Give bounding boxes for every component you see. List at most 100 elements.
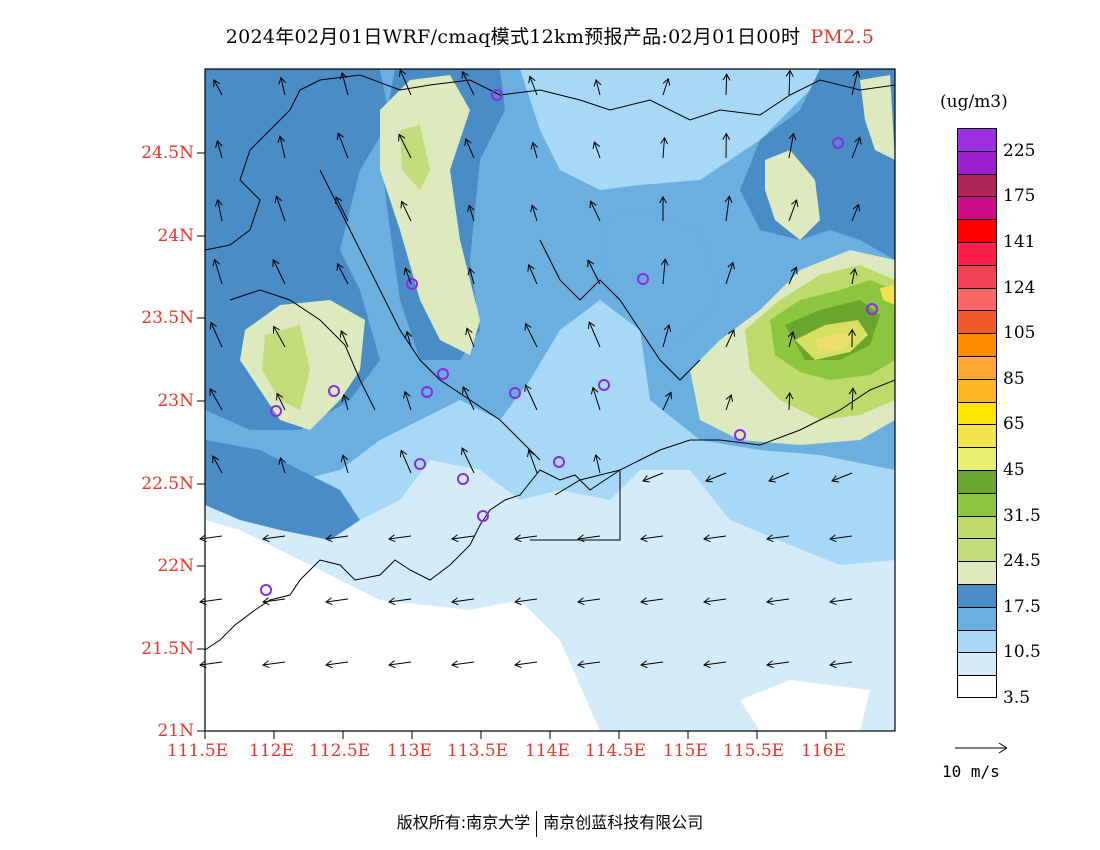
copyright-left: 版权所有:南京大学 — [396, 813, 531, 832]
wind-arrow — [587, 321, 601, 348]
colorbar-label: 225 — [1003, 140, 1036, 161]
lon-label: 115.5E — [723, 741, 785, 761]
colorbar-swatch — [957, 150, 997, 174]
field-45-edge — [880, 285, 895, 305]
wind-arrow — [213, 79, 223, 96]
station-marker — [637, 273, 649, 285]
vector-reference-label: 10 m/s — [942, 762, 1000, 781]
station-marker — [414, 458, 426, 470]
copyright-right: 南京创蓝科技有限公司 — [543, 813, 704, 832]
colorbar-swatch — [957, 492, 997, 516]
wind-arrow — [785, 391, 794, 411]
wind-arrow — [662, 391, 673, 411]
lon-label: 113.5E — [447, 741, 509, 761]
wind-arrow — [465, 327, 475, 348]
wind-arrow — [788, 132, 797, 159]
wind-arrow — [577, 534, 601, 543]
wind-arrow — [388, 597, 412, 606]
wind-arrow — [788, 266, 798, 285]
station-markers — [260, 89, 878, 596]
wind-arrow — [403, 390, 412, 411]
colorbar-swatch — [957, 310, 997, 334]
wind-arrow — [462, 386, 475, 411]
wind-arrow — [640, 534, 664, 543]
wind-arrow — [851, 69, 861, 96]
station-marker — [328, 385, 340, 397]
wind-arrow — [274, 195, 286, 222]
wind-arrow — [530, 141, 539, 159]
colorbar-label: 124 — [1003, 277, 1036, 298]
colorbar-swatch — [957, 561, 997, 584]
wind-arrow — [467, 267, 476, 285]
station-marker — [406, 278, 418, 290]
wind-arrow — [325, 534, 349, 543]
colorbar-swatch — [957, 219, 997, 242]
wind-arrow — [335, 196, 349, 222]
colorbar-swatch — [957, 378, 997, 402]
wind-arrow — [593, 78, 602, 96]
wind-arrow — [199, 597, 223, 606]
wind-arrow — [524, 384, 538, 411]
colorbar-swatch — [957, 652, 997, 676]
wind-arrow — [325, 597, 349, 606]
wind-arrow — [766, 597, 790, 606]
wind-arrow — [451, 534, 475, 543]
wind-arrow — [199, 660, 223, 669]
wind-arrow — [388, 660, 412, 669]
axis-ticks — [197, 152, 827, 739]
wind-arrow — [262, 660, 286, 669]
wind-arrow — [527, 263, 538, 285]
wind-arrow — [403, 267, 412, 285]
wind-arrow — [785, 69, 794, 96]
wind-arrow — [705, 472, 727, 483]
colorbar-swatch — [957, 196, 997, 220]
wind-arrow — [339, 71, 349, 96]
wind-arrow — [766, 660, 790, 669]
wind-arrow — [703, 597, 727, 606]
station-marker — [866, 303, 878, 315]
colorbar-swatch — [957, 515, 997, 539]
colorbar-label: 10.5 — [1003, 642, 1041, 663]
wind-arrow — [336, 132, 349, 159]
colorbar-label: 105 — [1003, 323, 1036, 344]
river-boundary — [319, 169, 541, 461]
wind-arrow — [829, 660, 853, 669]
wind-arrow — [640, 597, 664, 606]
lon-label: 111.5E — [167, 741, 229, 761]
wind-arrow — [514, 660, 538, 669]
station-marker — [457, 473, 469, 485]
wind-arrow — [662, 324, 672, 348]
wind-arrow — [725, 261, 735, 285]
colorbar-swatch — [957, 538, 997, 562]
colorbar-swatch — [957, 469, 997, 493]
station-marker — [598, 379, 610, 391]
wind-arrow — [829, 597, 853, 606]
station-marker — [553, 456, 565, 468]
title-main: 2024年02月01日WRF/cmaq模式12km预报产品:02月01日00时 — [225, 26, 801, 48]
wind-arrow — [461, 447, 475, 474]
copyright-footer: 版权所有:南京大学 南京创蓝科技有限公司 — [0, 809, 1100, 837]
wind-arrow — [451, 597, 475, 606]
colorbar-swatch — [957, 675, 997, 698]
map-title: 2024年02月01日WRF/cmaq模式12km预报产品:02月01日00时 P… — [0, 22, 1100, 49]
lon-label: 115E — [663, 741, 708, 761]
wind-arrow — [848, 387, 857, 411]
station-marker — [421, 386, 433, 398]
station-marker — [509, 387, 521, 399]
wind-arrow — [724, 195, 733, 222]
wind-arrow — [848, 328, 857, 348]
lat-label: 24.5N — [141, 143, 194, 163]
colorbar-label: 65 — [1003, 414, 1025, 435]
wind-arrow — [340, 454, 349, 474]
wind-arrow — [212, 455, 223, 474]
wind-arrow — [577, 660, 601, 669]
wind-arrow — [524, 322, 538, 348]
wind-arrow — [703, 534, 727, 543]
wind-arrow — [725, 328, 736, 348]
field-10.5-mid2 — [600, 210, 720, 340]
colorbar-swatch — [957, 424, 997, 448]
wind-arrow — [593, 454, 601, 474]
wind-arrow — [829, 534, 853, 543]
wind-arrow — [277, 135, 286, 159]
